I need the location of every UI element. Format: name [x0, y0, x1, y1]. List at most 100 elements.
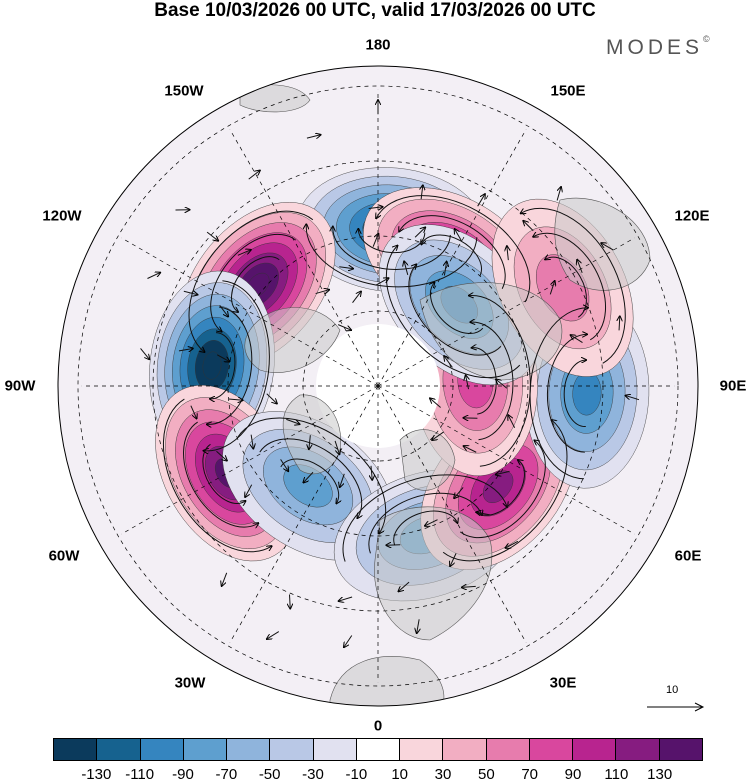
colorbar-tick-label: 130: [647, 766, 673, 783]
colorbar: [53, 738, 703, 761]
streamline: [420, 281, 484, 334]
meridian-line: [377, 385, 527, 643]
flow-arrow: [340, 473, 345, 487]
flow-arrow: [290, 594, 291, 608]
streamline: [421, 234, 482, 277]
flow-arrow: [421, 185, 423, 200]
flow-arrow: [303, 471, 314, 482]
anomaly-contour: [482, 470, 514, 504]
streamline: [368, 492, 482, 554]
colorbar-swatch: [54, 739, 98, 760]
streamline: [393, 510, 458, 546]
flow-arrow: [368, 207, 383, 209]
arrow-right-icon: [647, 702, 705, 712]
colorbar-tick-label: -10: [345, 766, 368, 783]
streamlines: [140, 100, 640, 647]
flow-arrow: [280, 459, 289, 471]
flow-arrow: [222, 572, 228, 586]
flow-arrow: [190, 405, 197, 419]
colorbar-tick-label: 70: [521, 766, 538, 783]
lon-label-120w: 120W: [42, 207, 82, 225]
colorbar-swatch: [573, 739, 617, 760]
meridian-line: [377, 129, 527, 387]
latitude-circle: [77, 85, 679, 687]
colorbar-tick-label: 30: [434, 766, 452, 783]
colorbar-swatch: [356, 739, 401, 760]
lon-label-180: 180: [365, 36, 391, 54]
colorbar-swatch: [443, 739, 487, 760]
lon-label-0: 0: [373, 717, 383, 735]
lon-label-150w: 150W: [164, 82, 204, 100]
streamline: [546, 333, 589, 453]
flow-arrow: [508, 415, 516, 428]
flow-arrow: [140, 348, 150, 359]
flow-arrow: [248, 171, 260, 180]
streamline: [521, 207, 626, 364]
flow-arrow: [523, 221, 534, 232]
flow-arrow: [506, 540, 519, 548]
streamline: [408, 263, 502, 356]
lon-label-90e: 90E: [719, 377, 747, 395]
colorbar-tick-label: -70: [215, 766, 238, 783]
flow-arrow: [464, 446, 477, 453]
flow-arrow: [228, 399, 243, 400]
meridian-line: [121, 385, 379, 535]
lon-label-150e: 150E: [550, 82, 586, 100]
colorbar-tick-label: -130: [81, 766, 112, 783]
streamline: [476, 460, 525, 516]
flow-arrow: [444, 356, 453, 368]
flow-arrow: [251, 434, 253, 449]
colorbar-tick-label: 90: [564, 766, 582, 783]
streamline: [330, 225, 451, 270]
flow-arrow: [375, 278, 388, 286]
flow-arrow: [216, 354, 229, 362]
flow-arrow: [266, 393, 277, 404]
streamline: [210, 233, 297, 332]
flow-arrow: [286, 418, 299, 424]
colorbar-swatch: [659, 739, 702, 760]
streamline: [545, 249, 587, 318]
flow-arrow: [315, 290, 329, 295]
flow-arrow: [462, 586, 476, 587]
colorbar-swatch: [97, 739, 141, 760]
streamline: [376, 195, 531, 303]
flow-arrow: [577, 260, 583, 273]
flow-arrow: [477, 194, 485, 207]
flow-arrow: [337, 324, 351, 330]
colorbar-swatch: [400, 739, 444, 760]
colorbar-swatch: [227, 739, 271, 760]
flow-arrow: [178, 348, 193, 350]
lon-label-60w: 60W: [48, 547, 80, 565]
greenland-land: [282, 394, 342, 475]
flow-arrow: [399, 581, 410, 591]
flow-arrow: [306, 135, 321, 138]
colorbar-swatch: [270, 739, 314, 760]
meridian-line: [377, 385, 635, 535]
colorbar-swatch: [486, 739, 530, 760]
flow-arrow: [430, 398, 441, 408]
colorbar-tick-label: -30: [302, 766, 324, 783]
flow-arrow: [147, 273, 160, 279]
flow-arrow: [454, 487, 464, 498]
flow-arrow: [339, 267, 353, 269]
lon-label-120e: 120E: [674, 207, 710, 225]
flow-arrow: [267, 631, 280, 639]
meridian-line: [229, 385, 379, 643]
lon-label-90w: 90W: [4, 377, 36, 395]
flow-arrow: [371, 465, 372, 480]
streamline: [399, 215, 506, 289]
flow-arrow: [432, 431, 444, 440]
modes-logo: MODES©: [606, 34, 710, 60]
colorbar-tick-label: -50: [258, 766, 281, 783]
streamline: [202, 443, 246, 512]
meridian-line: [377, 237, 635, 387]
streamline: [183, 421, 258, 543]
streamline: [470, 320, 514, 441]
flow-arrow: [619, 316, 620, 331]
flow-arrow: [425, 519, 438, 526]
flow-arrow: [466, 375, 469, 390]
flow-arrow: [339, 596, 353, 601]
flow-arrow: [245, 484, 253, 497]
lon-label-30w: 30W: [174, 674, 206, 692]
colorbar-swatch: [183, 739, 228, 760]
